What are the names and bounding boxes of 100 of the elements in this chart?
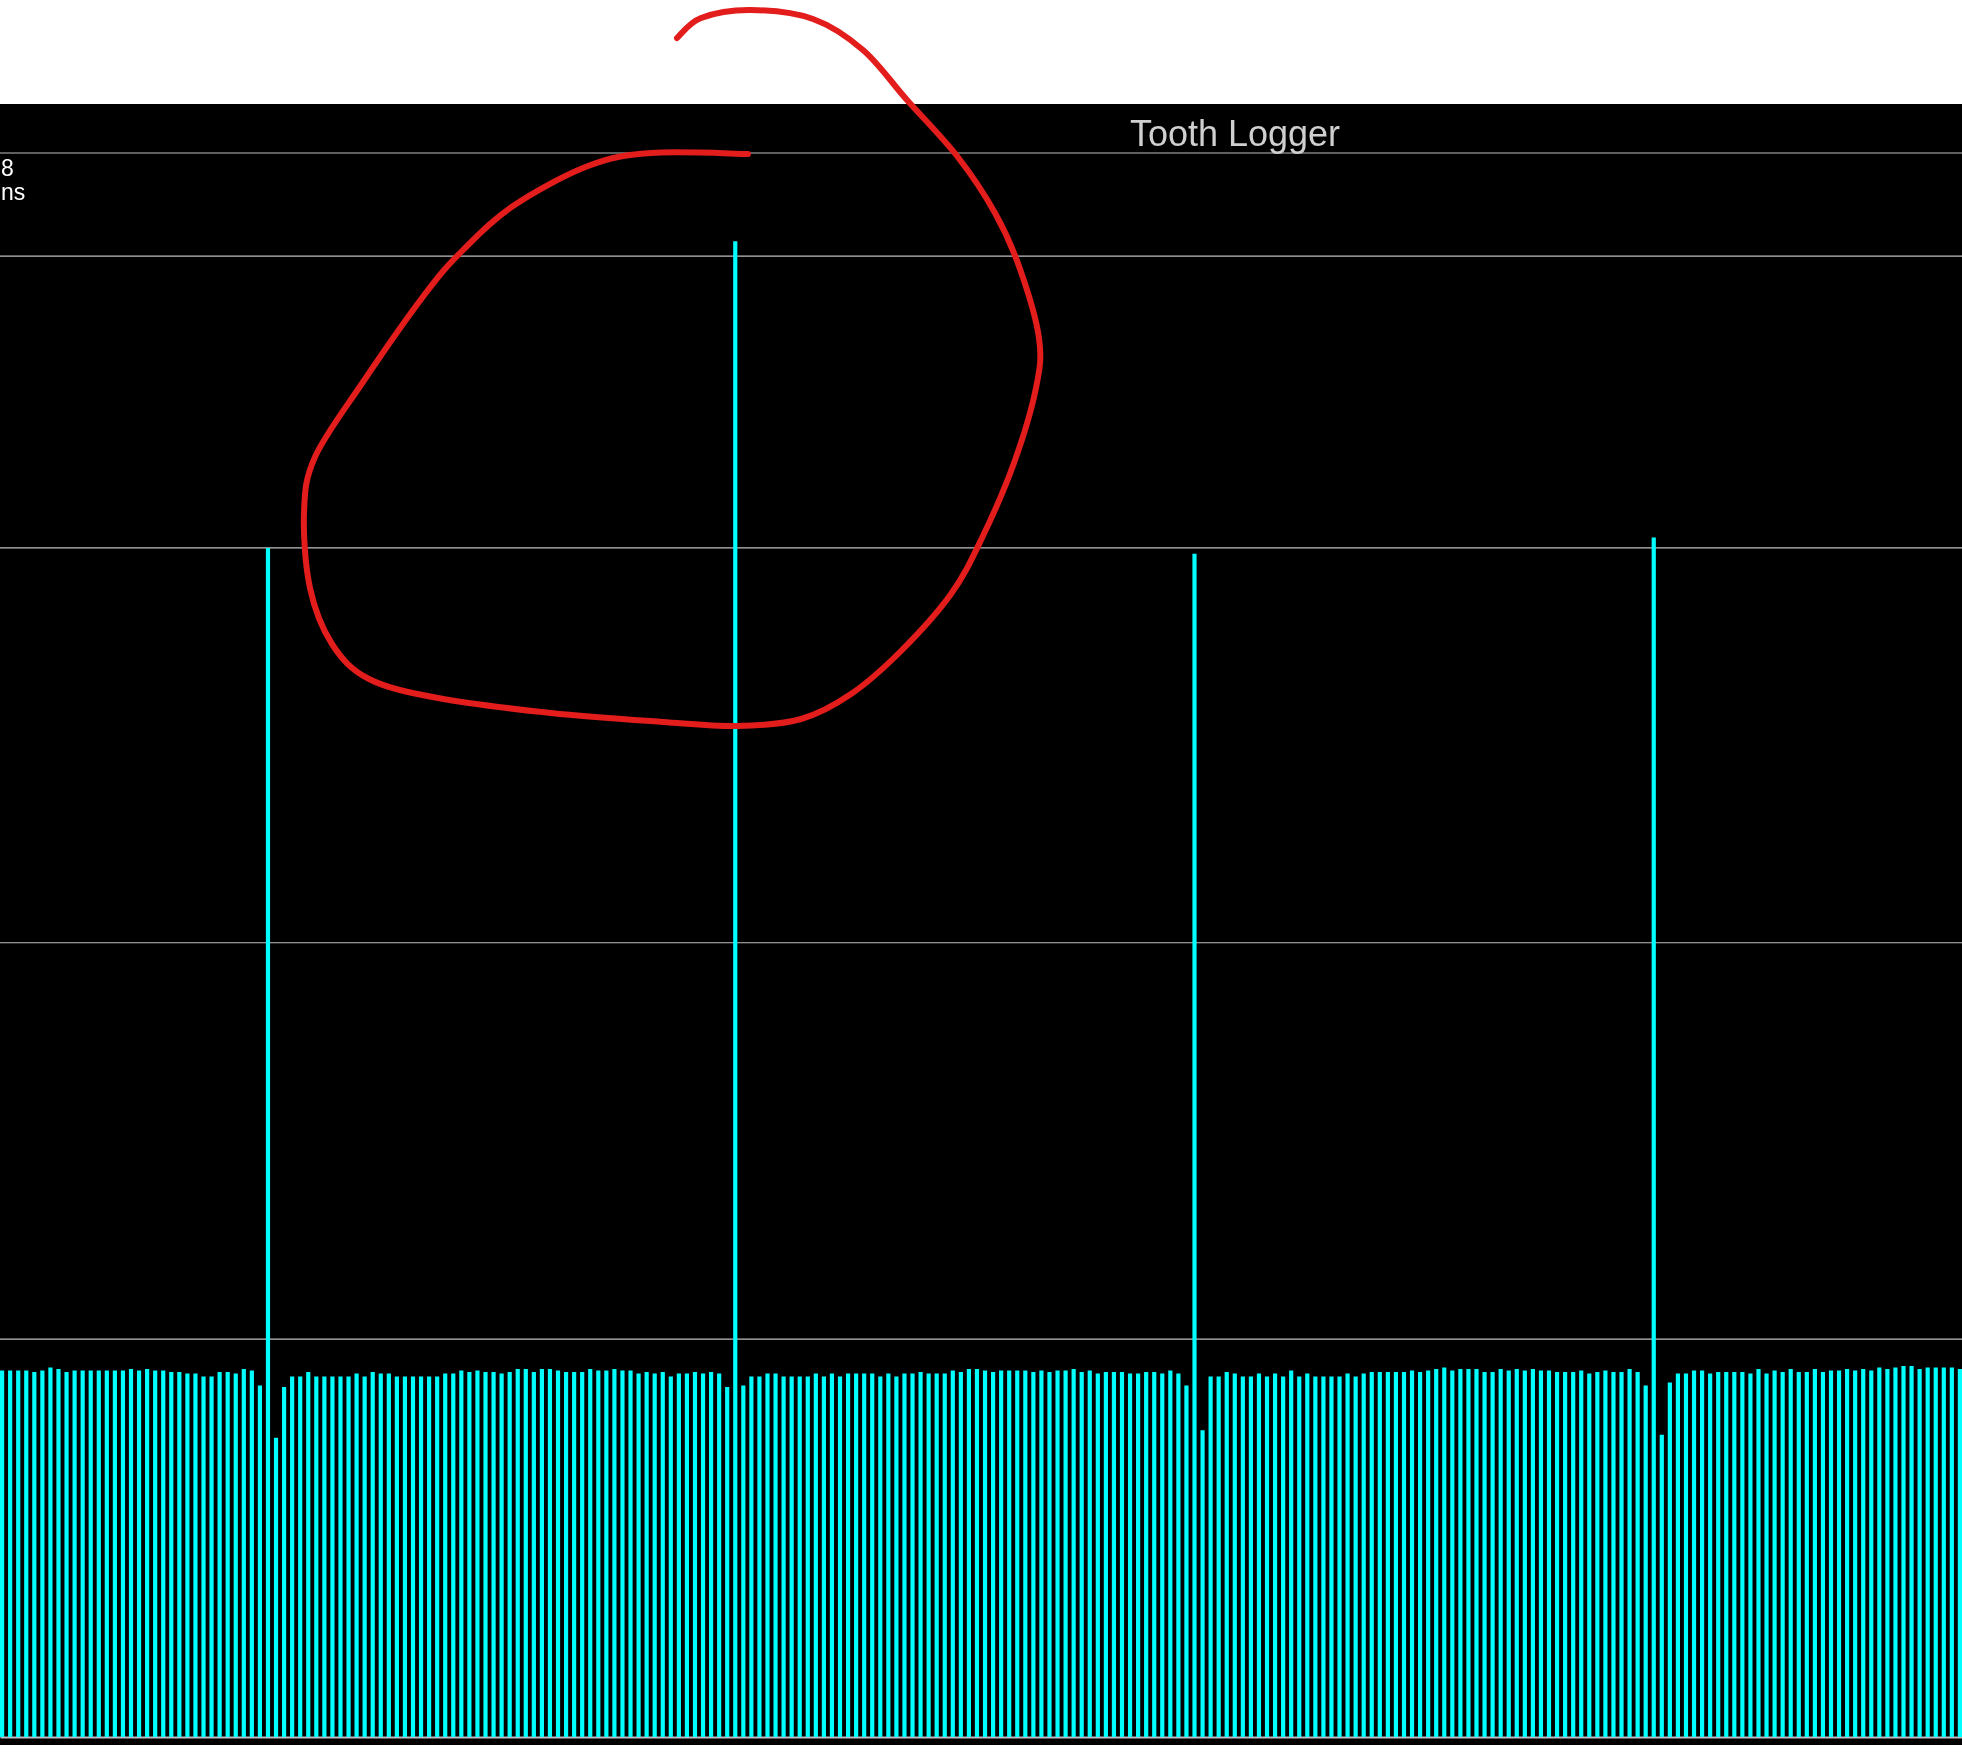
bar [104, 1370, 109, 1737]
bar [789, 1376, 794, 1737]
bar [1466, 1369, 1471, 1737]
bar [1530, 1369, 1535, 1737]
bar [1281, 1376, 1286, 1737]
bar [459, 1370, 464, 1737]
bar [1361, 1373, 1366, 1737]
bar [1321, 1376, 1326, 1737]
bar [797, 1376, 802, 1737]
bar [1103, 1372, 1108, 1737]
bar [1184, 1385, 1189, 1737]
bar [999, 1370, 1004, 1737]
bar [1571, 1372, 1576, 1737]
bar [1393, 1372, 1399, 1737]
bar [1216, 1376, 1221, 1737]
bar [1023, 1370, 1028, 1737]
bar [1691, 1370, 1697, 1737]
bar [217, 1372, 222, 1737]
bar [1071, 1369, 1076, 1737]
bar [934, 1373, 939, 1737]
bar [209, 1376, 214, 1737]
bar [539, 1369, 544, 1737]
bar [72, 1370, 77, 1737]
bar [499, 1373, 504, 1737]
bar [580, 1372, 585, 1737]
bar [161, 1370, 166, 1737]
bar [1949, 1367, 1954, 1737]
bar [845, 1373, 851, 1737]
bar [1144, 1372, 1149, 1737]
bar [1756, 1369, 1761, 1737]
bar [443, 1373, 448, 1737]
bar [1297, 1376, 1302, 1737]
bar [572, 1372, 577, 1737]
bar [40, 1370, 45, 1737]
bar [241, 1369, 246, 1737]
bar [1659, 1434, 1664, 1737]
text: ns [1, 179, 26, 205]
bar [370, 1372, 375, 1737]
bar [1925, 1367, 1930, 1737]
bar [1329, 1376, 1334, 1737]
bar [878, 1376, 883, 1737]
bar [362, 1376, 367, 1737]
bar [894, 1376, 899, 1737]
bar [1643, 1385, 1648, 1737]
bar [1748, 1373, 1753, 1737]
bar [902, 1373, 907, 1737]
bar [427, 1376, 432, 1737]
bar [1587, 1373, 1592, 1737]
bar [1716, 1372, 1721, 1737]
bar [1176, 1373, 1181, 1737]
bar [1385, 1372, 1390, 1737]
bar [1409, 1370, 1415, 1737]
bar [805, 1376, 810, 1737]
bar [491, 1372, 496, 1737]
bar [1047, 1372, 1052, 1737]
bar [128, 1369, 134, 1737]
bar [48, 1367, 53, 1737]
bar [80, 1370, 85, 1737]
bar [1087, 1370, 1092, 1737]
bar [1377, 1372, 1382, 1737]
bar [394, 1376, 399, 1737]
bar [177, 1372, 182, 1737]
bar [281, 1386, 287, 1737]
bar [1804, 1372, 1809, 1737]
bar [692, 1372, 698, 1737]
bar [942, 1373, 947, 1737]
bar [910, 1373, 915, 1737]
bar [588, 1369, 593, 1737]
bar [515, 1369, 520, 1737]
bar [1272, 1373, 1278, 1737]
bar [1192, 553, 1197, 1737]
bar [1563, 1372, 1568, 1737]
bar [201, 1376, 206, 1737]
bar [1514, 1369, 1519, 1737]
bar [1127, 1373, 1133, 1737]
bar [950, 1370, 955, 1737]
bar [773, 1373, 778, 1737]
bar [982, 1370, 988, 1737]
bar [717, 1373, 722, 1737]
bar [378, 1373, 383, 1737]
bar [346, 1376, 351, 1737]
bar [451, 1373, 456, 1737]
bar [1095, 1373, 1100, 1737]
bar [120, 1370, 126, 1737]
bar [330, 1376, 335, 1737]
bar [676, 1373, 681, 1737]
bar [1079, 1372, 1084, 1737]
bar [507, 1372, 512, 1737]
bar [1240, 1376, 1245, 1737]
bar [1055, 1370, 1060, 1737]
bar [1595, 1372, 1600, 1737]
bar [1732, 1372, 1737, 1737]
bar [185, 1373, 190, 1737]
bar [0, 1370, 5, 1737]
bar [32, 1372, 37, 1737]
bar [1208, 1376, 1213, 1737]
bar [193, 1373, 198, 1737]
bar [1554, 1372, 1560, 1737]
bar [612, 1369, 617, 1737]
bar [1724, 1372, 1729, 1737]
